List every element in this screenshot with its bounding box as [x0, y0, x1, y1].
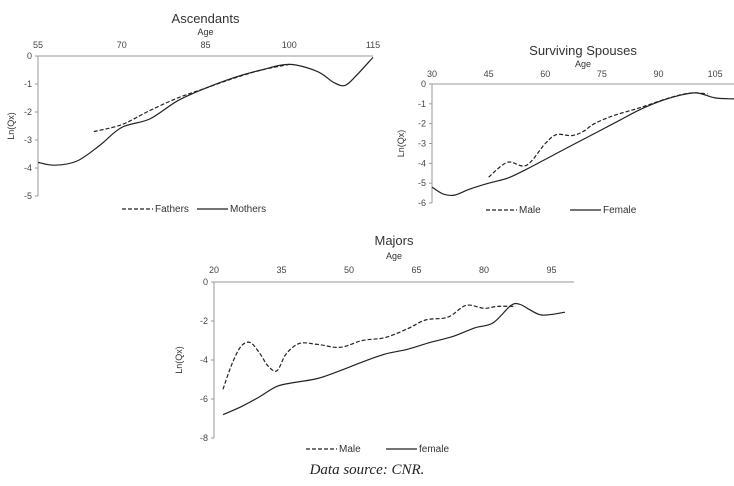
ascendants-series-fathers-line [93, 63, 290, 133]
majors-x-axis-label: Age [386, 251, 402, 261]
surviving-spouses-y-tick: -1 [418, 99, 426, 109]
surviving-spouses-y-tick: 0 [421, 79, 426, 89]
surviving-spouses-y-tick: -3 [418, 139, 426, 149]
majors-title: Majors [374, 233, 414, 248]
ascendants-y-tick: -4 [24, 163, 32, 173]
majors-x-tick: 50 [344, 265, 354, 275]
surviving-spouses-y-tick: -2 [418, 119, 426, 129]
surviving-spouses-x-tick: 105 [708, 69, 723, 79]
surviving-spouses-series-female-line [431, 92, 734, 197]
surviving-spouses-legend-label-female: Female [603, 205, 637, 216]
surviving-spouses-x-tick: 45 [484, 69, 494, 79]
surviving-spouses-x-tick: 30 [427, 69, 437, 79]
majors-x-tick: 20 [209, 265, 219, 275]
surviving-spouses-y-axis-label: Ln(Qx) [396, 130, 406, 158]
majors-y-tick: -4 [200, 355, 208, 365]
majors-x-tick: 95 [546, 265, 556, 275]
data-source-caption: Data source: CNR. [309, 462, 425, 478]
ascendants-x-axis-label: Age [197, 27, 213, 37]
ascendants-y-tick: -1 [24, 79, 32, 89]
ascendants-x-tick: 55 [33, 40, 43, 50]
ascendants-legend-label-fathers: Fathers [155, 204, 189, 215]
ascendants-legend-label-mothers: Mothers [230, 204, 266, 215]
ascendants-x-tick: 85 [200, 40, 210, 50]
ascendants-series-mothers-line [37, 56, 374, 166]
majors-x-tick: 65 [411, 265, 421, 275]
ascendants-x-tick: 115 [366, 40, 380, 50]
ascendants-y-tick: -2 [24, 107, 32, 117]
surviving-spouses-y-tick: -4 [418, 158, 426, 168]
ascendants-title: Ascendants [172, 11, 240, 26]
majors-series-female-line [222, 302, 566, 416]
majors-y-axis-label: Ln(Qx) [174, 346, 184, 374]
majors-x-tick: 80 [479, 265, 489, 275]
surviving-spouses-y-tick: -5 [418, 178, 426, 188]
majors-legend-label-female: female [419, 444, 449, 455]
surviving-spouses-y-tick: -6 [418, 198, 426, 208]
surviving-spouses-x-tick: 75 [597, 69, 607, 79]
majors-y-tick: -8 [200, 433, 208, 443]
majors-y-tick: -6 [200, 394, 208, 404]
ascendants-x-tick: 100 [282, 40, 297, 50]
majors-legend-label-male: Male [339, 444, 361, 455]
surviving-spouses-x-tick: 90 [653, 69, 663, 79]
ascendants-y-tick: -5 [24, 191, 32, 201]
surviving-spouses-series-male-line [488, 92, 708, 178]
ascendants-x-tick: 70 [117, 40, 127, 50]
surviving-spouses-title: Surviving Spouses [529, 43, 637, 58]
majors-y-tick: -2 [200, 316, 208, 326]
surviving-spouses-legend-label-male: Male [519, 205, 541, 216]
majors-x-tick: 35 [276, 265, 286, 275]
surviving-spouses-x-tick: 60 [540, 69, 550, 79]
ascendants-y-tick: 0 [27, 51, 32, 61]
majors-series-male-line [222, 304, 516, 390]
ascendants-y-tick: -3 [24, 135, 32, 145]
ascendants-y-axis-label: Ln(Qx) [6, 112, 16, 140]
surviving-spouses-x-axis-label: Age [575, 59, 591, 69]
majors-y-tick: 0 [203, 277, 208, 287]
